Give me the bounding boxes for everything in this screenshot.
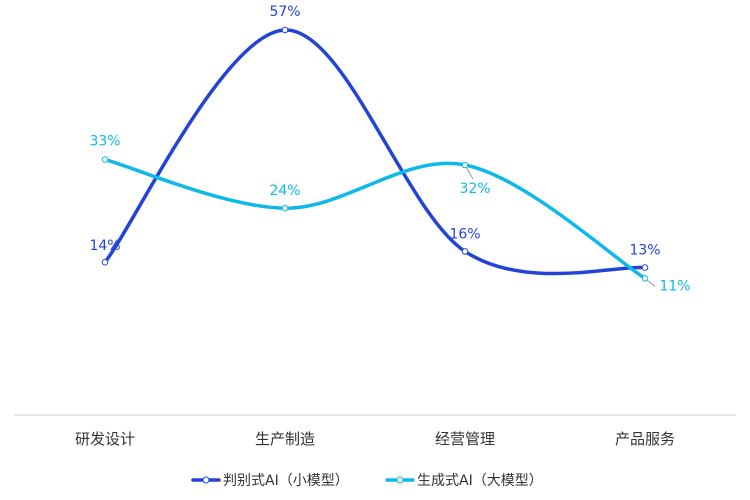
series-line-2 (103, 157, 647, 281)
legend-label-1: 判别式AI（小模型） (223, 473, 349, 489)
data-point-s1-4 (641, 264, 649, 271)
data-labels: 14% 57% 16% 13% 33% 24% 32% 11% (89, 4, 690, 294)
x-axis-ticks: 研发设计 生产制造 经营管理 产品服务 (75, 430, 675, 448)
data-label-s2-2: 24% (269, 183, 300, 199)
data-point-s2-4 (641, 275, 649, 282)
data-point-s1-1 (101, 258, 109, 266)
legend-label-2: 生成式AI（大模型） (417, 473, 543, 489)
data-label-s2-4: 11% (659, 278, 690, 294)
data-label-s2-1: 33% (89, 134, 120, 150)
series-lines (103, 28, 647, 281)
data-point-s1-3 (461, 248, 469, 255)
data-label-s2-3: 32% (459, 181, 490, 197)
legend-swatch-marker-1 (202, 476, 210, 484)
legend-item-2[interactable]: 生成式AI（大模型） (385, 473, 543, 489)
data-label-s1-3: 16% (449, 226, 480, 242)
series-points (101, 26, 649, 282)
x-tick-label-3: 经营管理 (435, 430, 495, 448)
legend-swatch-marker-2 (396, 476, 404, 484)
series-line-1 (103, 28, 647, 276)
x-tick-label-4: 产品服务 (615, 430, 675, 448)
data-point-s2-1 (101, 156, 109, 163)
data-point-s2-2 (281, 204, 289, 212)
data-point-s2-3 (461, 161, 469, 169)
x-tick-label-2: 生产制造 (255, 430, 315, 448)
data-label-s1-4: 13% (629, 243, 660, 259)
data-label-s1-1: 14% (89, 238, 120, 254)
legend-item-1[interactable]: 判别式AI（小模型） (191, 473, 349, 489)
data-label-s1-2: 57% (269, 4, 300, 20)
x-tick-label-1: 研发设计 (75, 430, 135, 448)
data-point-s1-2 (281, 26, 289, 34)
legend[interactable]: 判别式AI（小模型） 生成式AI（大模型） (191, 473, 543, 489)
